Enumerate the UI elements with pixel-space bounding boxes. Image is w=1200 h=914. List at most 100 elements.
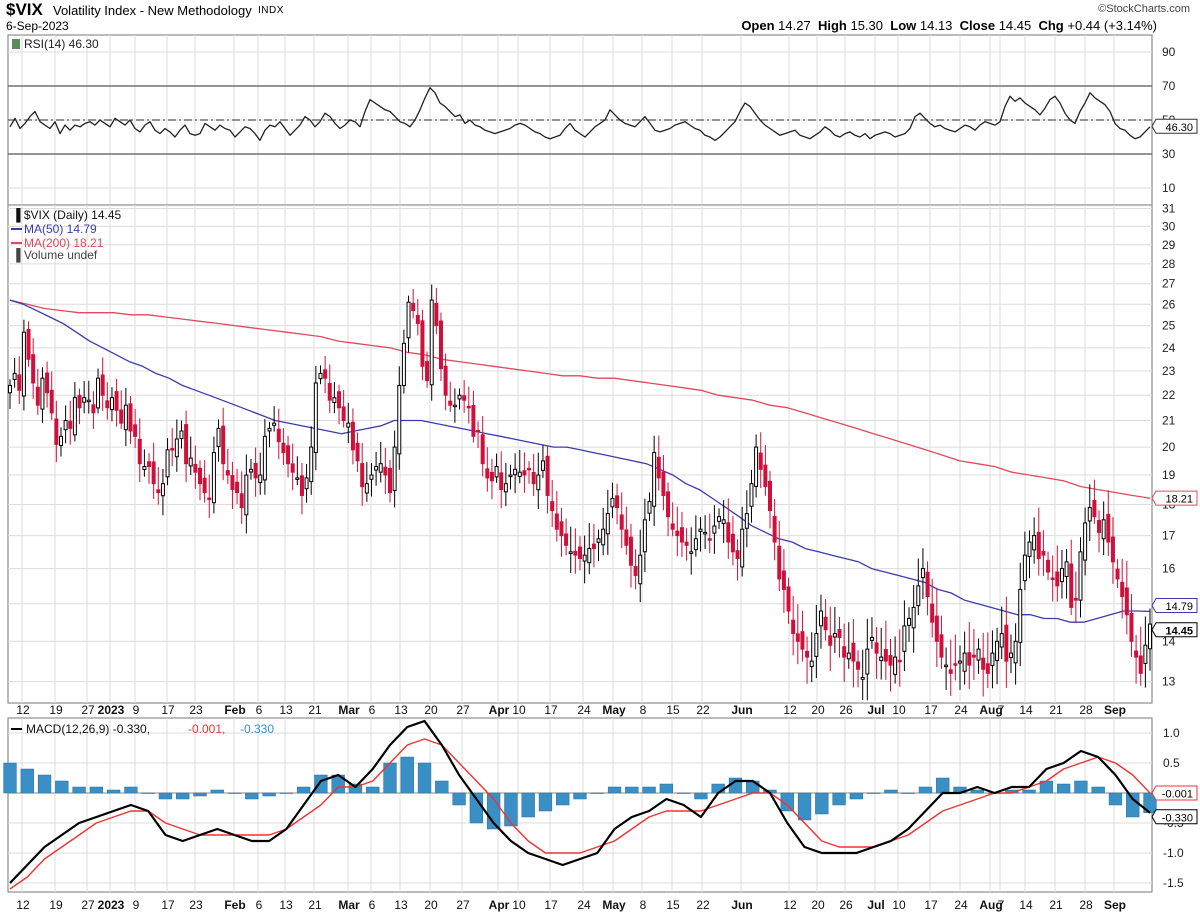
candle-body <box>276 428 281 443</box>
date-tick-label: 26 <box>839 703 853 717</box>
candle-body <box>684 541 689 546</box>
close-label: Close <box>959 18 996 33</box>
macd-histogram-bar <box>711 783 725 794</box>
candle-body <box>781 570 786 590</box>
candle-body <box>355 442 360 462</box>
macd-histogram-bar <box>452 792 466 806</box>
candle-body <box>907 617 912 626</box>
candle-body <box>944 664 949 668</box>
candle-body <box>703 531 708 535</box>
macd-histogram-bar <box>348 783 363 794</box>
candle-body <box>1124 587 1129 616</box>
date-tick-label: Feb <box>224 703 245 717</box>
low-label: Low <box>890 18 917 33</box>
candle-body <box>272 422 277 426</box>
candle-body <box>151 461 156 485</box>
candle-body <box>480 434 485 465</box>
macd-histogram-bar <box>1056 783 1071 794</box>
candle-body <box>485 468 490 479</box>
date-tick-label: May <box>602 703 626 717</box>
date-tick-label: Jul <box>867 898 884 912</box>
macd-histogram-bar <box>366 786 380 794</box>
candle-body <box>452 404 457 408</box>
candle-body <box>652 452 657 507</box>
candle-body <box>290 463 295 473</box>
candle-body <box>809 660 814 668</box>
ma200-value-tag-bg <box>1151 490 1198 506</box>
candle-body <box>221 425 226 465</box>
date-tick-label: 6 <box>369 703 376 717</box>
candle-body <box>897 659 902 663</box>
date-tick-label: 22 <box>696 703 710 717</box>
candle-body <box>953 663 958 666</box>
rsi-legend: RSI(14) 46.30 <box>24 37 99 51</box>
candle-body <box>730 533 735 553</box>
candle-body <box>916 585 921 607</box>
macd-y-tick: -1.0 <box>1163 846 1184 860</box>
date-tick-label: Apr <box>489 898 510 912</box>
candle-body <box>281 442 286 454</box>
candle-body <box>689 551 694 554</box>
candle-body <box>248 468 253 473</box>
date-tick-label: 28 <box>1079 703 1093 717</box>
macd-hist-legend: -0.330 <box>240 722 274 736</box>
date-tick-label: 19 <box>49 898 63 912</box>
price-y-tick: 29 <box>1162 238 1176 252</box>
date-tick-label: 14 <box>1019 898 1033 912</box>
candle-body <box>397 384 402 455</box>
macd-histogram-bar <box>901 792 915 794</box>
candle-body <box>744 513 749 529</box>
date-tick-label: 24 <box>954 703 968 717</box>
candle-body <box>642 519 647 553</box>
price-y-tick: 19 <box>1162 468 1176 482</box>
candle-body <box>1148 623 1152 650</box>
candle-body <box>262 435 267 481</box>
rsi-value-tag-bg <box>1151 118 1198 134</box>
candle-body <box>466 405 471 409</box>
candle-body <box>564 533 569 546</box>
date-tick-label: 20 <box>811 898 825 912</box>
stockcharts-credit[interactable]: ©StockCharts.com <box>1098 3 1190 15</box>
candle-body <box>1008 652 1013 658</box>
instrument-name: Volatility Index - New Methodology <box>53 3 252 18</box>
candle-body <box>267 427 272 432</box>
date-tick-label: 12 <box>783 703 797 717</box>
macd-legend: MACD(12,26,9) -0.330, <box>26 722 150 736</box>
candle-body <box>1134 650 1139 658</box>
date-tick-label: 10 <box>512 703 526 717</box>
candle-body <box>31 354 36 384</box>
candle-body <box>72 397 77 436</box>
candle-body <box>165 449 170 478</box>
candle-body <box>707 538 712 541</box>
candle-body <box>874 642 879 654</box>
candle-body <box>587 548 592 564</box>
macd-histogram-bar <box>538 792 553 812</box>
open-value: 14.27 <box>778 18 811 33</box>
ma200-value-tag: 18.21 <box>1165 494 1193 506</box>
candle-body <box>309 446 314 483</box>
macd-histogram-bar <box>1074 780 1088 794</box>
date-tick-label: 15 <box>666 703 680 717</box>
date-tick-label: 9 <box>133 703 140 717</box>
candle-body <box>503 483 508 493</box>
candle-body <box>35 386 40 406</box>
macd-y-tick: 1.0 <box>1163 726 1180 740</box>
candle-body <box>253 462 258 479</box>
candle-body <box>443 365 448 396</box>
candle-body <box>1120 581 1125 598</box>
ma50-line <box>9 299 1151 623</box>
candle-body <box>45 372 50 394</box>
candle-body <box>318 372 323 380</box>
macd-histogram-bar <box>797 792 812 821</box>
candle-body <box>814 633 819 657</box>
price-y-tick: 13 <box>1162 675 1176 689</box>
candle-body <box>304 477 309 490</box>
candle-body <box>856 661 861 670</box>
price-y-tick: 14 <box>1162 634 1176 648</box>
candle-body <box>675 530 680 537</box>
symbol: $VIX <box>6 0 43 19</box>
candle-body <box>619 514 624 530</box>
date-tick-label: 17 <box>161 703 175 717</box>
candle-body <box>1106 513 1111 543</box>
macd-y-tick: -1.5 <box>1163 876 1184 890</box>
